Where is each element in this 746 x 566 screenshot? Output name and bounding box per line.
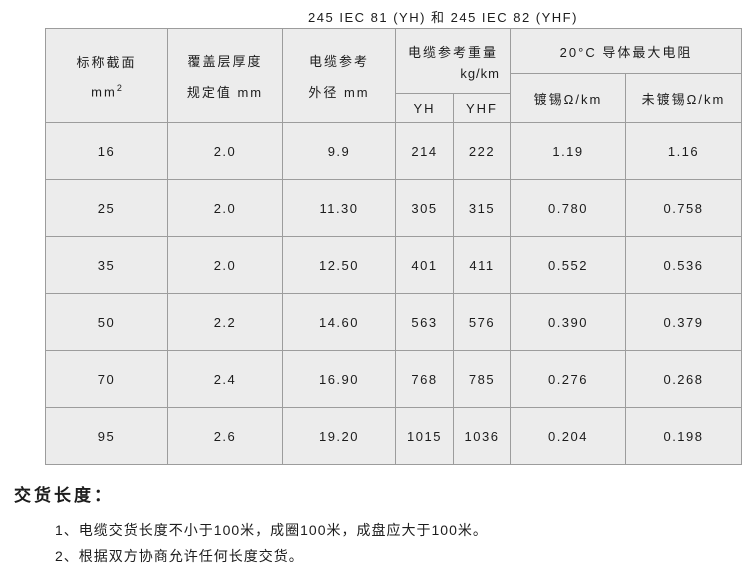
header-outer-diameter-unit: 外径 mm [308, 84, 370, 100]
table-row: 35 2.0 12.50 401 411 0.552 0.536 [46, 237, 741, 294]
table-body: 16 2.0 9.9 214 222 1.19 1.16 25 2.0 11.30 305 315 0.… [46, 123, 741, 464]
table-cell: 16 [46, 123, 168, 179]
header-outer-diameter-label: 电缆参考 [308, 53, 369, 69]
table-cell: 576 [454, 294, 511, 350]
delivery-length-section: 交货长度： 1、电缆交货长度不小于100米，成圈100米，成盘应大于100米。 2… [14, 481, 488, 566]
page-title: 245 IEC 81 (YH) 和 245 IEC 82 (YHF) [308, 10, 578, 25]
table-cell: 411 [454, 237, 511, 293]
table-cell: 0.276 [511, 351, 626, 407]
table-cell: 768 [396, 351, 454, 407]
table-cell: 0.379 [663, 314, 704, 330]
table-cell: 70 [46, 351, 168, 407]
table-cell: 2.0 [168, 123, 283, 179]
table-cell: 16.90 [283, 351, 396, 407]
table-cell: 19.20 [283, 408, 396, 464]
table-row: 95 2.6 19.20 1015 1036 0.204 0.198 [46, 408, 741, 464]
delivery-length-item: 1、电缆交货长度不小于100米，成圈100米，成盘应大于100米。 [55, 522, 488, 538]
table-cell: 563 [396, 294, 454, 350]
table-cell: 1.19 [511, 123, 626, 179]
table-cell: 9.9 [283, 123, 396, 179]
table-cell: 25 [46, 180, 168, 236]
header-resistance-group-top: 20°C 导体最大电阻 [511, 29, 741, 74]
table-cell: 35 [46, 237, 168, 293]
table-cell: 0.204 [511, 408, 626, 464]
header-nominal-section-unit: mm2 [91, 82, 122, 100]
table-cell: 0.198 [663, 428, 704, 444]
header-resistance-subrow: 镀锡Ω/km 未镀锡Ω/km [511, 74, 741, 122]
header-weight-subrow: YH YHF [396, 94, 510, 122]
table-cell: 1.16 [667, 143, 700, 159]
table-cell: 1036 [454, 408, 511, 464]
table-cell: 2.0 [168, 237, 283, 293]
table-row: 50 2.2 14.60 563 576 0.390 0.379 [46, 294, 741, 351]
table-cell: 315 [454, 180, 511, 236]
header-covering-thickness: 覆盖层厚度 规定值 mm [168, 29, 283, 122]
table-cell: 2.2 [168, 294, 283, 350]
table-cell: 2.6 [168, 408, 283, 464]
header-weight-group-top: 电缆参考重量 kg/km [396, 29, 510, 94]
table-cell: 1015 [396, 408, 454, 464]
table-cell: 222 [454, 123, 511, 179]
table-cell: 401 [396, 237, 454, 293]
table-cell: 50 [46, 294, 168, 350]
table-cell: 0.268 [663, 371, 704, 387]
table-row: 25 2.0 11.30 305 315 0.780 0.758 [46, 180, 741, 237]
table-cell: 2.0 [168, 180, 283, 236]
table-cell: 11.30 [283, 180, 396, 236]
cable-spec-table: 标称截面 mm2 覆盖层厚度 规定值 mm 电缆参考 外径 mm 电缆参考重量 … [45, 28, 742, 465]
delivery-length-items: 1、电缆交货长度不小于100米，成圈100米，成盘应大于100米。 2、根据双方协… [55, 517, 488, 566]
header-weight-unit: kg/km [460, 65, 500, 81]
table-cell: 0.552 [511, 237, 626, 293]
header-resistance-label: 20°C 导体最大电阻 [559, 44, 693, 60]
table-row: 16 2.0 9.9 214 222 1.19 1.16 [46, 123, 741, 180]
header-weight-label: 电缆参考重量 [407, 44, 498, 60]
header-covering-thickness-unit: 规定值 mm [186, 84, 264, 100]
table-cell: 305 [396, 180, 454, 236]
table-cell: 95 [46, 408, 168, 464]
table-cell: 14.60 [283, 294, 396, 350]
header-untinned: 未镀锡Ω/km [641, 91, 726, 107]
table-row: 70 2.4 16.90 768 785 0.276 0.268 [46, 351, 741, 408]
table-cell: 214 [396, 123, 454, 179]
header-outer-diameter: 电缆参考 外径 mm [283, 29, 396, 122]
header-nominal-section-label: 标称截面 [76, 54, 137, 70]
table-cell: 0.780 [511, 180, 626, 236]
delivery-length-item: 2、根据双方协商允许任何长度交货。 [55, 548, 304, 564]
delivery-length-heading: 交货长度： [14, 486, 114, 505]
table-cell: 0.536 [663, 257, 704, 273]
header-yhf: YHF [466, 100, 498, 116]
table-cell: 0.758 [663, 200, 704, 216]
header-yh: YH [396, 94, 454, 122]
header-weight-group: 电缆参考重量 kg/km YH YHF [396, 29, 511, 122]
header-nominal-section: 标称截面 mm2 [46, 29, 168, 122]
table-cell: 12.50 [283, 237, 396, 293]
header-covering-thickness-label: 覆盖层厚度 [187, 53, 263, 69]
header-resistance-group: 20°C 导体最大电阻 镀锡Ω/km 未镀锡Ω/km [511, 29, 741, 122]
table-header: 标称截面 mm2 覆盖层厚度 规定值 mm 电缆参考 外径 mm 电缆参考重量 … [46, 29, 741, 123]
table-cell: 2.4 [168, 351, 283, 407]
header-tinned: 镀锡Ω/km [511, 74, 626, 122]
table-cell: 0.390 [511, 294, 626, 350]
table-cell: 785 [454, 351, 511, 407]
